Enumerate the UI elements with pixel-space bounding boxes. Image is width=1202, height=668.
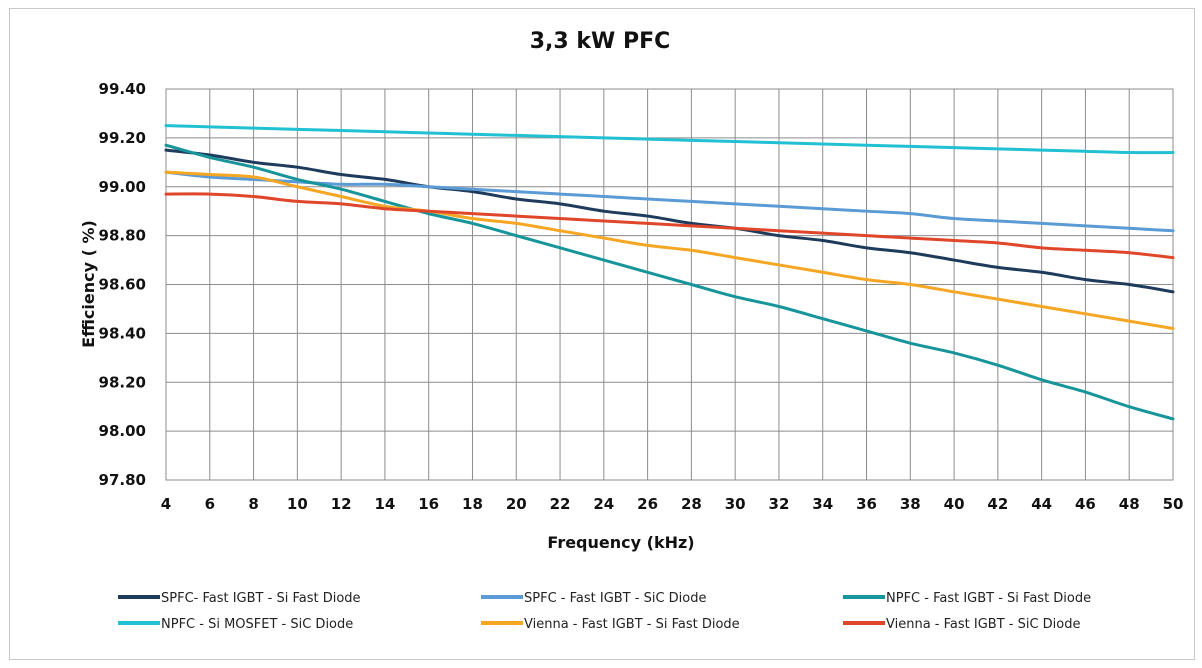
y-tick-label: 98.60 [99,276,146,294]
x-tick-label: 14 [374,495,395,513]
x-tick-label: 48 [1119,495,1140,513]
x-axis-title: Frequency (kHz) [547,533,694,552]
x-tick-label: 24 [593,495,614,513]
legend-label: Vienna - Fast IGBT - SiC Diode [886,617,1081,632]
x-tick-label: 42 [987,495,1008,513]
series-line-2 [164,170,1175,233]
y-tick-label: 99.00 [99,178,146,196]
x-tick-label: 28 [681,495,702,513]
x-tick-labels: 4 6 8 10 12 14 16 18 20 22 24 26 28 30 32 34 36 38 40 42 44 4… [161,495,1184,513]
y-tick-label: 99.20 [99,129,146,147]
x-tick-label: 40 [944,495,965,513]
y-tick-label: 98.20 [99,373,146,391]
series-line-6 [164,192,1175,260]
x-tick-label: 38 [900,495,921,513]
y-tick-label: 98.00 [99,422,146,440]
x-tick-label: 34 [812,495,833,513]
y-tick-label: 97.80 [99,471,146,489]
x-tick-label: 12 [331,495,352,513]
x-tick-label: 36 [856,495,877,513]
x-tick-label: 30 [725,495,746,513]
x-tick-label: 4 [161,495,171,513]
y-tick-labels: 99.40 99.20 99.00 98.80 98.60 98.40 98.20 98.00… [99,80,146,489]
x-tick-label: 50 [1163,495,1184,513]
x-tick-label: 32 [769,495,790,513]
y-tick-label: 99.40 [99,80,146,98]
chart-title: 3,3 kW PFC [530,29,671,54]
legend-label: SPFC- Fast IGBT - Si Fast Diode [161,591,361,606]
legend-label: NPFC - Fast IGBT - Si Fast Diode [886,591,1091,606]
series-line-4 [164,124,1175,155]
y-tick-label: 98.80 [99,227,146,245]
legend-label: NPFC - Si MOSFET - SiC Diode [161,617,353,632]
x-tick-label: 6 [205,495,215,513]
plot-border [165,88,1174,481]
x-tick-label: 46 [1075,495,1096,513]
y-axis-title: Efficiency ( %) [79,220,98,348]
x-tick-label: 44 [1031,495,1052,513]
x-tick-label: 16 [418,495,439,513]
legend-label: Vienna - Fast IGBT - Si Fast Diode [524,617,740,632]
series-line-3 [164,143,1175,421]
legend: SPFC- Fast IGBT - Si Fast Diode SPFC - Fa… [118,591,1091,632]
gridlines [165,88,1174,481]
plot-area [165,88,1174,481]
x-tick-label: 18 [462,495,483,513]
chart-frame [9,8,1195,660]
x-tick-label: 8 [248,495,258,513]
x-tick-label: 20 [506,495,527,513]
x-tick-label: 22 [550,495,571,513]
series-line-1 [164,148,1175,294]
x-tick-label: 10 [287,495,308,513]
x-tick-label: 26 [637,495,658,513]
series-line-5 [164,170,1175,330]
y-tick-label: 98.40 [99,324,146,342]
series-lines [164,124,1175,421]
legend-label: SPFC - Fast IGBT - SiC Diode [524,591,706,606]
